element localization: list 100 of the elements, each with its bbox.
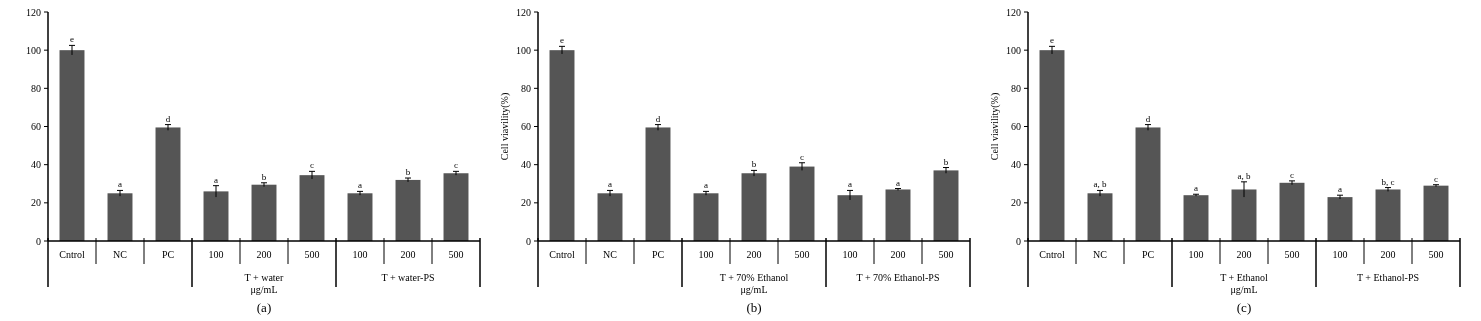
text: T + Ethanol-PS	[1356, 272, 1420, 283]
data-label: a, b	[1237, 170, 1251, 181]
x-tick-label: 500	[448, 249, 464, 260]
data-label: a	[118, 179, 122, 190]
x-tick-label: Cntrol	[1039, 249, 1065, 260]
bar	[251, 184, 277, 241]
bar	[443, 173, 469, 241]
data-label: c	[310, 160, 314, 171]
data-label: b	[405, 167, 411, 178]
y-tick-label: 40	[521, 159, 531, 171]
text: T + Ethanol μg/mL	[1220, 272, 1269, 295]
data-label: d	[655, 113, 661, 124]
y-tick-label: 80	[1011, 82, 1021, 94]
x-tick-label: 100	[842, 249, 858, 260]
x-tick-label: 200	[400, 249, 416, 260]
bar	[59, 50, 85, 241]
data-label: c	[800, 151, 804, 162]
x-tick-label: PC	[1141, 249, 1155, 260]
bar	[741, 173, 767, 241]
text: (c)	[1236, 300, 1252, 315]
bar	[1375, 189, 1401, 241]
data-label: a	[608, 179, 612, 190]
y-tick-label: 0	[1016, 235, 1021, 247]
bar	[155, 127, 181, 241]
x-tick-label: 100	[698, 249, 714, 260]
bar	[107, 193, 133, 241]
data-label: a	[704, 180, 708, 191]
y-tick-label: 40	[31, 159, 41, 171]
y-axis-title: Cell viavility(%)	[499, 92, 511, 161]
x-tick-label: Cntrol	[549, 249, 575, 260]
x-tick-label: 200	[1380, 249, 1396, 260]
data-label: c	[1434, 173, 1438, 184]
x-tick-label: NC	[1093, 249, 1108, 260]
bar	[597, 193, 623, 241]
bar	[789, 166, 815, 241]
y-tick-label: 20	[521, 197, 531, 209]
y-tick-label: 80	[521, 82, 531, 94]
x-tick-label: PC	[651, 249, 665, 260]
x-tick-label: NC	[113, 249, 128, 260]
text: T + water μg/mL	[244, 272, 285, 295]
y-tick-label: 20	[31, 197, 41, 209]
x-tick-label: 100	[1332, 249, 1348, 260]
x-tick-label: 200	[890, 249, 906, 260]
bar	[1279, 182, 1305, 241]
data-label: b, c	[1381, 176, 1395, 187]
data-label: e	[560, 35, 564, 46]
data-label: a	[214, 174, 218, 185]
data-label: d	[165, 113, 171, 124]
bar	[299, 175, 325, 241]
bar	[645, 127, 671, 241]
data-label: c	[1290, 169, 1294, 180]
x-tick-label: 500	[1428, 249, 1444, 260]
data-label: a	[896, 177, 900, 188]
data-label: a	[358, 180, 362, 191]
data-label: a	[1194, 183, 1198, 194]
data-label: e	[70, 34, 74, 45]
bar	[1039, 50, 1065, 241]
y-tick-label: 80	[31, 82, 41, 94]
data-label: b	[751, 159, 757, 170]
bar	[693, 193, 719, 241]
bar	[933, 170, 959, 241]
data-label: a, b	[1093, 179, 1107, 190]
x-tick-label: 500	[304, 249, 320, 260]
bar	[347, 193, 373, 241]
text: T + water-PS	[381, 272, 435, 283]
bar	[1231, 189, 1257, 241]
x-tick-label: 200	[256, 249, 272, 260]
y-tick-label: 60	[1011, 121, 1021, 132]
y-tick-label: 100	[516, 44, 531, 56]
y-tick-label: 0	[36, 235, 41, 247]
x-tick-label: PC	[161, 249, 175, 260]
bar	[1087, 193, 1113, 241]
text: T + 70% Ethanol-PS	[856, 272, 940, 283]
x-tick-label: 100	[352, 249, 368, 260]
bar	[549, 50, 575, 241]
data-label: b	[261, 171, 267, 182]
bar	[885, 189, 911, 241]
x-tick-label: 500	[1284, 249, 1300, 260]
y-tick-label: 20	[1011, 197, 1021, 209]
x-tick-label: 100	[208, 249, 224, 260]
x-tick-label: Cntrol	[59, 249, 85, 260]
data-label: a	[1338, 184, 1342, 195]
y-tick-label: 100	[26, 44, 41, 56]
x-tick-label: 200	[746, 249, 762, 260]
y-tick-label: 120	[26, 6, 41, 18]
bar	[395, 179, 421, 241]
text: T + 70% Ethanol μg/mL	[719, 272, 789, 295]
y-tick-label: 60	[31, 121, 41, 132]
y-tick-label: 120	[1006, 6, 1021, 18]
bar	[1423, 185, 1449, 241]
x-tick-label: 200	[1236, 249, 1252, 260]
bar	[837, 195, 863, 241]
bar	[203, 191, 229, 241]
bar	[1183, 195, 1209, 241]
data-label: e	[1050, 35, 1054, 46]
text: (b)	[746, 300, 762, 315]
y-tick-label: 100	[1006, 44, 1021, 56]
x-tick-label: 500	[938, 249, 954, 260]
data-label: c	[454, 160, 458, 171]
data-label: b	[943, 156, 949, 167]
